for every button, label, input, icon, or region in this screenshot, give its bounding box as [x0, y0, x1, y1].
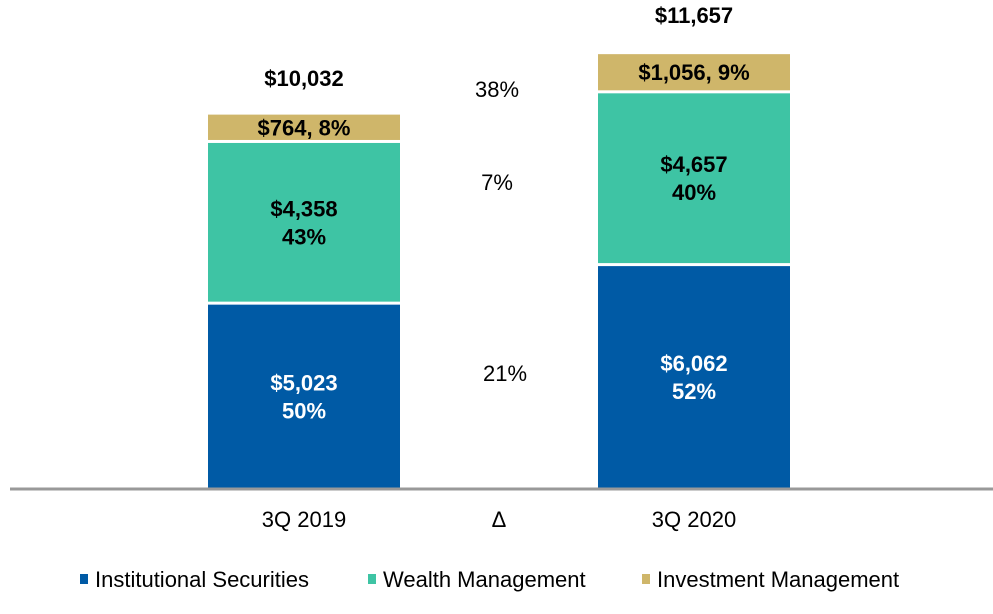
legend: Institutional Securities Wealth Managemen…	[80, 567, 899, 592]
legend-swatch-institutional-securities	[80, 574, 88, 584]
legend-label-wealth-management: Wealth Management	[383, 567, 586, 592]
data-label-institutional-securities-0: $5,023	[270, 370, 337, 395]
total-label-3q-2020: $11,657	[655, 3, 733, 28]
data-label-wealth-management-1: $4,657	[660, 152, 727, 177]
bar-investment-management-0	[208, 114, 400, 140]
data-label-institutional-securities-1: $6,062	[660, 351, 727, 376]
bar-institutional-securities-0	[208, 304, 400, 488]
delta-investment-management: 38%	[475, 77, 519, 102]
data-label-wealth-management-0: 43%	[282, 224, 326, 249]
delta-institutional-securities: 21%	[483, 361, 527, 386]
data-label-investment-management-1: $1,056, 9%	[638, 60, 749, 85]
x-tick-3q-2020: 3Q 2020	[652, 507, 736, 532]
data-label-investment-management-0: $764, 8%	[258, 115, 351, 140]
data-label-wealth-management-0: $4,358	[270, 196, 337, 221]
delta-wealth-management: 7%	[481, 170, 513, 195]
data-label-institutional-securities-1: 52%	[672, 379, 716, 404]
bar-wealth-management-0	[208, 142, 400, 302]
legend-swatch-investment-management	[642, 574, 650, 584]
bar-institutional-securities-1	[598, 266, 790, 488]
x-tick-delta: Δ	[492, 507, 507, 532]
legend-label-institutional-securities: Institutional Securities	[95, 567, 309, 592]
bar-wealth-management-1	[598, 93, 790, 264]
legend-swatch-wealth-management	[368, 574, 376, 584]
data-label-wealth-management-1: 40%	[672, 180, 716, 205]
legend-label-investment-management: Investment Management	[657, 567, 899, 592]
x-tick-3q-2019: 3Q 2019	[262, 507, 346, 532]
data-label-institutional-securities-0: 50%	[282, 398, 326, 423]
bar-investment-management-1	[598, 54, 790, 91]
total-label-3q-2019: $10,032	[264, 66, 344, 91]
